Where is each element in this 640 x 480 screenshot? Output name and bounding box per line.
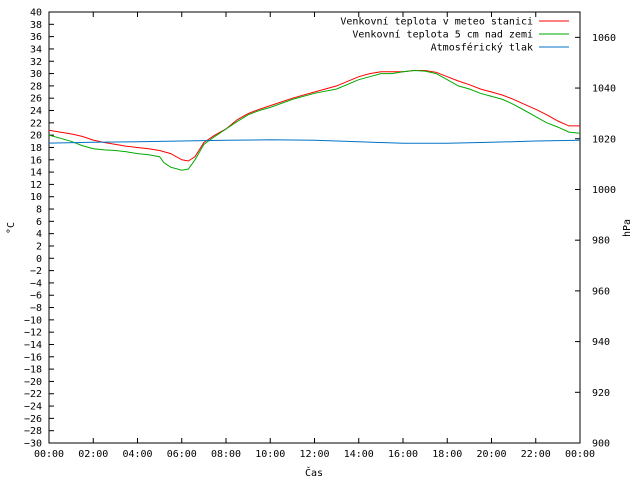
y-tick-label: −30 [24, 439, 42, 450]
x-tick-label: 22:00 [521, 449, 551, 460]
y-tick-label: 32 [30, 57, 42, 68]
y-tick-label: 12 [30, 180, 42, 191]
y-tick-label: −4 [30, 278, 42, 289]
y-tick-label: −12 [24, 328, 42, 339]
x-tick-label: 06:00 [167, 449, 197, 460]
y-tick-label: 8 [36, 205, 42, 216]
y-tick-label: 36 [30, 32, 42, 43]
x-axis-ticks: 00:00 02:00 04:00 06:00 08:00 10:00 12:00 14:00… [34, 12, 595, 460]
y-tick-label: 6 [36, 217, 42, 228]
y-tick-label: −24 [24, 402, 42, 413]
x-tick-label: 16:00 [388, 449, 418, 460]
y-tick-label: 34 [30, 44, 42, 55]
series-line-1 [48, 70, 580, 162]
x-tick-label: 10:00 [255, 449, 285, 460]
y-tick-label: −6 [30, 291, 42, 302]
series-line-2 [48, 69, 581, 171]
y-tick-label: 30 [30, 69, 42, 80]
y-tick-label: −26 [24, 414, 42, 425]
y-tick-label: −20 [24, 377, 42, 388]
legend-label-1: Venkovní teplota v meteo stanici [340, 16, 533, 28]
x-tick-label: 14:00 [344, 449, 374, 460]
y-tick-label: 0 [36, 254, 42, 265]
y-tick-label: −10 [24, 315, 42, 326]
x-tick-label: 02:00 [78, 449, 108, 460]
legend-label-3: Atmosférický tlak [431, 42, 533, 54]
y-tick-label: −14 [24, 340, 42, 351]
y-tick-label: 26 [30, 94, 42, 105]
y2-tick-label: 1040 [592, 84, 616, 95]
y2-tick-label: 920 [592, 388, 610, 399]
y-tick-label: −18 [24, 365, 42, 376]
x-tick-label: 18:00 [432, 449, 462, 460]
y-tick-label: −16 [24, 352, 42, 363]
y-tick-label: 2 [36, 241, 42, 252]
legend-label-2: Venkovní teplota 5 cm nad zemí [352, 29, 533, 41]
series-line-3 [48, 139, 581, 144]
y2-tick-label: 980 [592, 236, 610, 247]
y-tick-label: 14 [30, 168, 42, 179]
y-tick-label: 16 [30, 155, 42, 166]
y2-axis-title: hPa [622, 219, 633, 237]
y2-tick-label: 940 [592, 337, 610, 348]
x-tick-label: 00:00 [34, 449, 64, 460]
series-layer [48, 69, 581, 171]
y-tick-label: −22 [24, 389, 42, 400]
y-tick-label: 22 [30, 118, 42, 129]
y-tick-label: 28 [30, 81, 42, 92]
y-tick-label: 40 [30, 8, 42, 19]
plot-frame [48, 11, 581, 444]
legend: Venkovní teplota v meteo staniciVenkovní… [340, 16, 569, 54]
x-tick-label: 00:00 [565, 449, 595, 460]
y-tick-label: 4 [36, 229, 42, 240]
y-tick-label: 38 [30, 20, 42, 31]
y-tick-label: −28 [24, 426, 42, 437]
y2-tick-label: 960 [592, 286, 610, 297]
y-tick-label: −2 [30, 266, 42, 277]
y2-tick-label: 1060 [592, 33, 616, 44]
x-axis-title: Čas [305, 466, 323, 479]
x-tick-label: 08:00 [211, 449, 241, 460]
y-axis-ticks: 4038363432302826242220181614121086420−2−… [24, 8, 54, 450]
x-tick-label: 12:00 [299, 449, 329, 460]
x-tick-label: 04:00 [122, 449, 152, 460]
x-tick-label: 20:00 [476, 449, 506, 460]
y2-tick-label: 1020 [592, 134, 616, 145]
y-axis-title: °C [6, 222, 17, 234]
y2-axis-ticks: 1060 1040 1020 1000 980 960 940 920 900 [575, 33, 616, 450]
y-tick-label: 10 [30, 192, 42, 203]
y-tick-label: −8 [30, 303, 42, 314]
y-tick-label: 24 [30, 106, 42, 117]
y2-tick-label: 900 [592, 439, 610, 450]
y-tick-label: 20 [30, 131, 42, 142]
y2-tick-label: 1000 [592, 185, 616, 196]
y-tick-label: 18 [30, 143, 42, 154]
